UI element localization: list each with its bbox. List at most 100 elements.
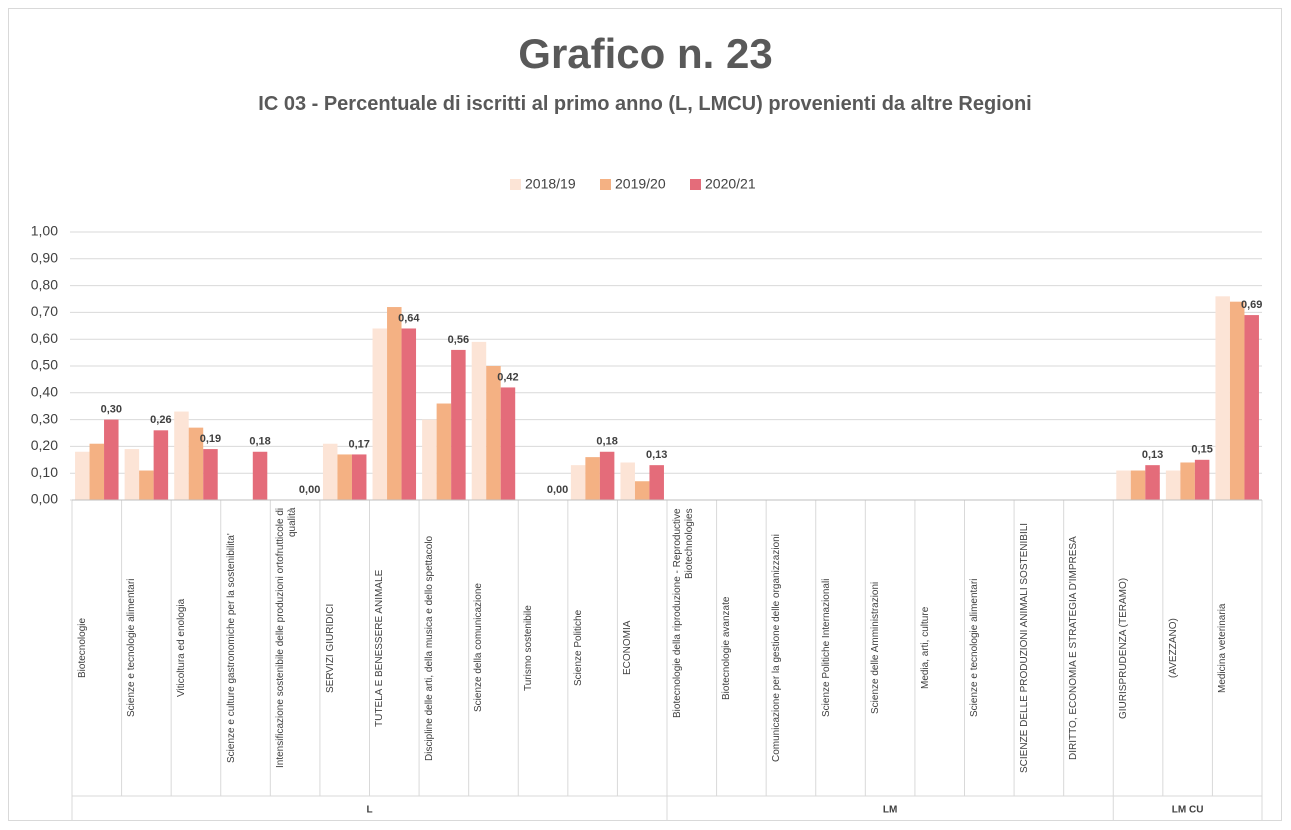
- x-tick-label: Viticoltura ed enologia: [175, 598, 187, 698]
- data-label: 0,00: [547, 484, 568, 496]
- group-label: LM CU: [1172, 805, 1204, 816]
- legend-swatch: [600, 179, 611, 190]
- y-tick-label: 0,80: [31, 276, 58, 292]
- bar: [153, 430, 169, 500]
- y-tick-label: 0,90: [31, 250, 58, 266]
- data-label: 0,64: [398, 312, 420, 324]
- data-label: 0,26: [150, 414, 171, 426]
- bar: [649, 465, 664, 500]
- data-label: 0,15: [1191, 444, 1212, 456]
- data-label: 0,69: [1241, 299, 1262, 311]
- legend-swatch: [690, 179, 701, 190]
- chart-title: Grafico n. 23: [518, 30, 773, 77]
- data-label: 0,13: [646, 449, 667, 461]
- bar: [634, 481, 650, 500]
- x-tick-label: SERVIZI GIURIDICI: [324, 603, 336, 693]
- data-label: 0,00: [299, 484, 320, 496]
- data-label: 0,18: [596, 436, 617, 448]
- x-tick-label: Scienze delle Amministrazioni: [870, 581, 882, 715]
- bar: [203, 449, 218, 500]
- bar: [351, 454, 367, 500]
- y-tick-label: 1,00: [31, 223, 58, 239]
- bar: [422, 419, 437, 500]
- bar: [620, 462, 635, 500]
- data-label: 0,17: [348, 438, 369, 450]
- x-tick-label: SCIENZE DELLE PRODUZIONI ANIMALI SOSTENI…: [1018, 522, 1030, 774]
- x-tick-label: Biotecnologie della riproduzione - Repro…: [671, 508, 695, 718]
- x-tick-label: GIURISPRUDENZA (TERAMO): [1118, 577, 1130, 719]
- x-tick-label: TUTELA E BENESSERE ANIMALE: [374, 569, 386, 727]
- x-tick-label: Comunicazione per la gestione delle orga…: [770, 534, 782, 762]
- bar: [75, 451, 90, 500]
- bar: [252, 451, 268, 500]
- bar: [1130, 470, 1146, 500]
- y-tick-label: 0,20: [31, 437, 58, 453]
- x-tick-label: Scienze Politiche: [572, 609, 584, 687]
- x-tick-label: DIRITTO, ECONOMIA E STRATEGIA D'IMPRESA: [1068, 536, 1080, 760]
- bar: [188, 427, 204, 500]
- x-tick-label: Scienze e culture gastronomiche per la s…: [225, 533, 237, 763]
- bar: [1145, 465, 1160, 500]
- bar: [1180, 462, 1195, 500]
- bar: [322, 443, 338, 500]
- data-label: 0,18: [249, 436, 270, 448]
- bar: [436, 403, 452, 500]
- bar: [1116, 470, 1131, 500]
- bar: [1165, 470, 1181, 500]
- legend-label: 2018/19: [525, 176, 576, 192]
- bar: [139, 470, 154, 500]
- bar: [387, 307, 402, 500]
- bar: [1244, 315, 1259, 500]
- x-tick-label: ECONOMIA: [622, 620, 634, 676]
- bar: [372, 328, 388, 500]
- bar: [337, 454, 352, 500]
- bar: [1229, 301, 1245, 500]
- x-tick-label: (AVEZZANO): [1167, 618, 1179, 678]
- bar: [599, 451, 615, 500]
- x-tick-label: Biotecnologie: [76, 617, 88, 679]
- group-label: L: [366, 805, 372, 816]
- bar: [104, 419, 119, 500]
- x-tick-label: Intensificazione sostenibile delle produ…: [275, 508, 299, 769]
- legend-swatch: [510, 179, 521, 190]
- bar: [89, 443, 105, 500]
- x-tick-label: Biotecnologie avanzate: [721, 596, 733, 700]
- y-tick-label: 0,30: [31, 410, 58, 426]
- data-label: 0,42: [497, 371, 518, 383]
- x-tick-label: Discipline delle arti, della musica e de…: [423, 535, 435, 761]
- legend-label: 2020/21: [705, 176, 756, 192]
- bar: [471, 341, 487, 500]
- x-tick-label: Media, arti, culture: [919, 606, 931, 690]
- y-tick-label: 0,50: [31, 357, 58, 373]
- bar: [1215, 296, 1230, 500]
- bar: [401, 328, 417, 500]
- chart-subtitle: IC 03 - Percentuale di iscritti al primo…: [258, 93, 1032, 115]
- legend-label: 2019/20: [615, 176, 666, 192]
- x-tick-label: Turismo sostenibile: [523, 605, 535, 691]
- bar: [585, 457, 600, 500]
- x-tick-label: Scienze della comunicazione: [473, 583, 485, 713]
- data-label: 0,19: [200, 433, 221, 445]
- data-label: 0,56: [448, 334, 469, 346]
- bar: [500, 387, 516, 500]
- bar: [124, 449, 140, 500]
- bar: [570, 465, 586, 500]
- group-label: LM: [883, 805, 897, 816]
- x-tick-label: Scienze e tecnologie alimentari: [969, 578, 981, 718]
- y-tick-label: 0,60: [31, 330, 58, 346]
- bar: [486, 366, 501, 500]
- bar: [1194, 459, 1210, 500]
- x-tick-label: Scienze e tecnologie alimentari: [126, 578, 138, 718]
- data-label: 0,30: [101, 404, 122, 416]
- y-tick-label: 0,10: [31, 464, 58, 480]
- y-tick-label: 0,70: [31, 303, 58, 319]
- y-tick-label: 0,40: [31, 384, 58, 400]
- bar: [451, 349, 466, 500]
- data-label: 0,13: [1142, 449, 1163, 461]
- chart-frame: [8, 8, 1282, 821]
- y-tick-label: 0,00: [31, 491, 58, 507]
- bar: [174, 411, 189, 500]
- x-tick-label: Medicina veterinaria: [1217, 603, 1229, 693]
